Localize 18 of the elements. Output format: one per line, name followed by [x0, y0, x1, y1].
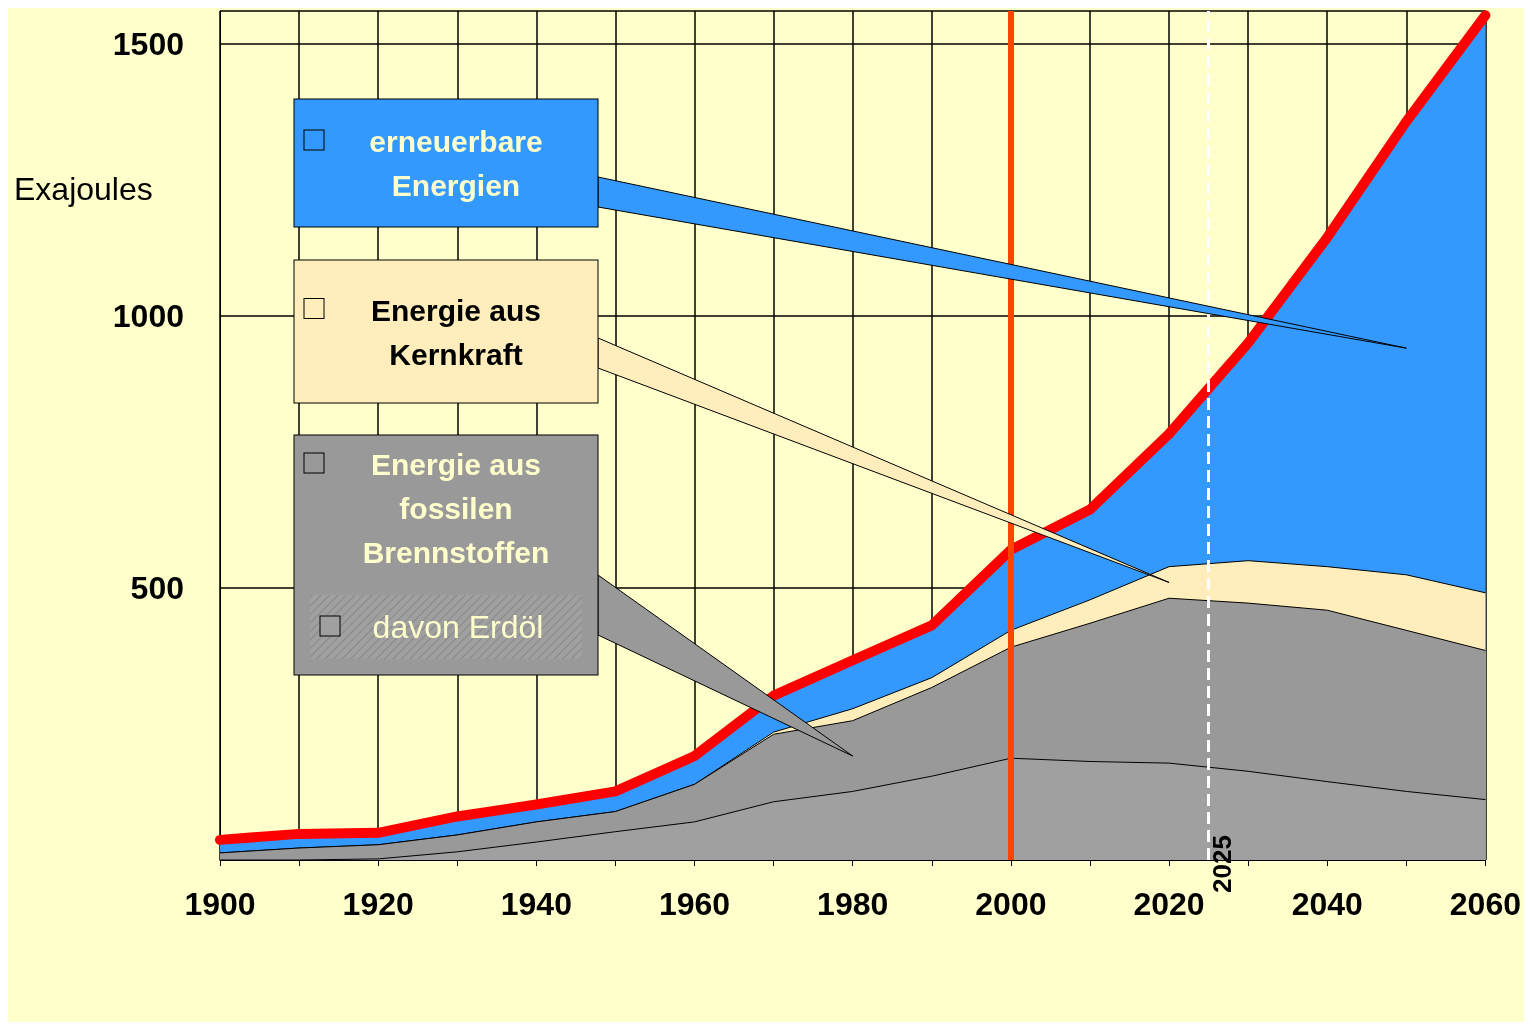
y-tick-label: 1500 [112, 25, 184, 62]
x-tick-label: 2000 [975, 886, 1047, 922]
x-tick-label: 1900 [184, 886, 256, 922]
y-tick-label: 500 [130, 569, 184, 606]
x-tick-label: 1940 [500, 886, 572, 922]
x-tick-label: 1980 [817, 886, 889, 922]
ref-line-label: 2025 [1206, 835, 1237, 893]
x-tick-label: 2040 [1291, 886, 1363, 922]
y-axis-title: Exajoules [14, 171, 153, 207]
x-tick-label: 2060 [1449, 886, 1521, 922]
x-tick-label: 1920 [342, 886, 414, 922]
legend-label: davon Erdöl [372, 609, 544, 645]
x-tick-label: 2020 [1133, 886, 1205, 922]
legend-label: erneuerbare Energien [369, 125, 543, 202]
x-tick-label: 1960 [658, 886, 731, 922]
legend-label: Energie aus Kernkraft [370, 293, 542, 371]
legend-label: Energie aus fossilen Brennstoffen [362, 448, 550, 569]
y-tick-label: 1000 [112, 297, 184, 334]
